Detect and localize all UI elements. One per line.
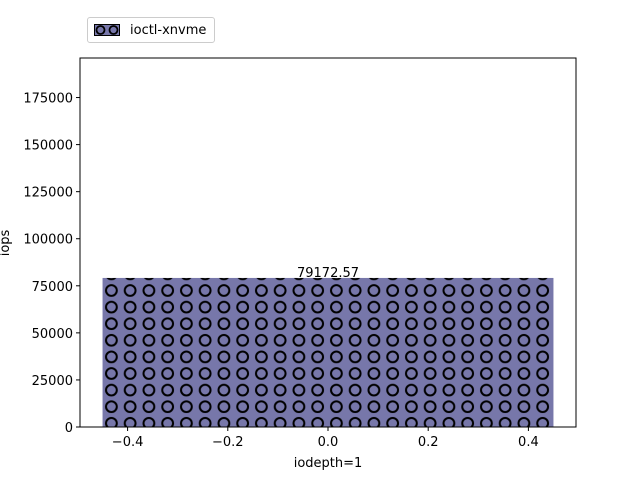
- y-tick-label: 125000: [23, 186, 73, 201]
- y-tick-label: 100000: [23, 233, 73, 248]
- x-axis-ticks: −0.4 −0.2 0.0 0.2 0.4: [112, 427, 539, 450]
- y-axis-label: iops: [0, 229, 13, 256]
- x-axis-label: iodepth=1: [294, 456, 363, 471]
- y-tick-label: 75000: [32, 280, 73, 295]
- y-tick-label: 150000: [23, 139, 73, 154]
- x-tick-label: 0.4: [518, 435, 539, 450]
- bar-value-labels: 79172.57: [297, 266, 359, 281]
- x-tick-label: −0.2: [212, 435, 244, 450]
- x-tick-label: 0.0: [318, 435, 339, 450]
- y-axis-ticks: 0 25000 50000 75000 100000 125000 150000 175000: [23, 92, 80, 436]
- bar: [102, 277, 554, 427]
- y-tick-label: 0: [65, 421, 73, 436]
- bar-value-label: 79172.57: [297, 266, 359, 281]
- x-tick-label: −0.4: [112, 435, 144, 450]
- x-tick-label: 0.2: [418, 435, 439, 450]
- legend-label: ioctl-xnvme: [130, 22, 207, 38]
- y-tick-label: 25000: [32, 374, 73, 389]
- bars-group: [102, 277, 554, 427]
- legend-swatch: [94, 24, 120, 36]
- y-tick-label: 50000: [32, 327, 73, 342]
- legend: ioctl-xnvme: [87, 17, 216, 43]
- y-tick-label: 175000: [23, 92, 73, 107]
